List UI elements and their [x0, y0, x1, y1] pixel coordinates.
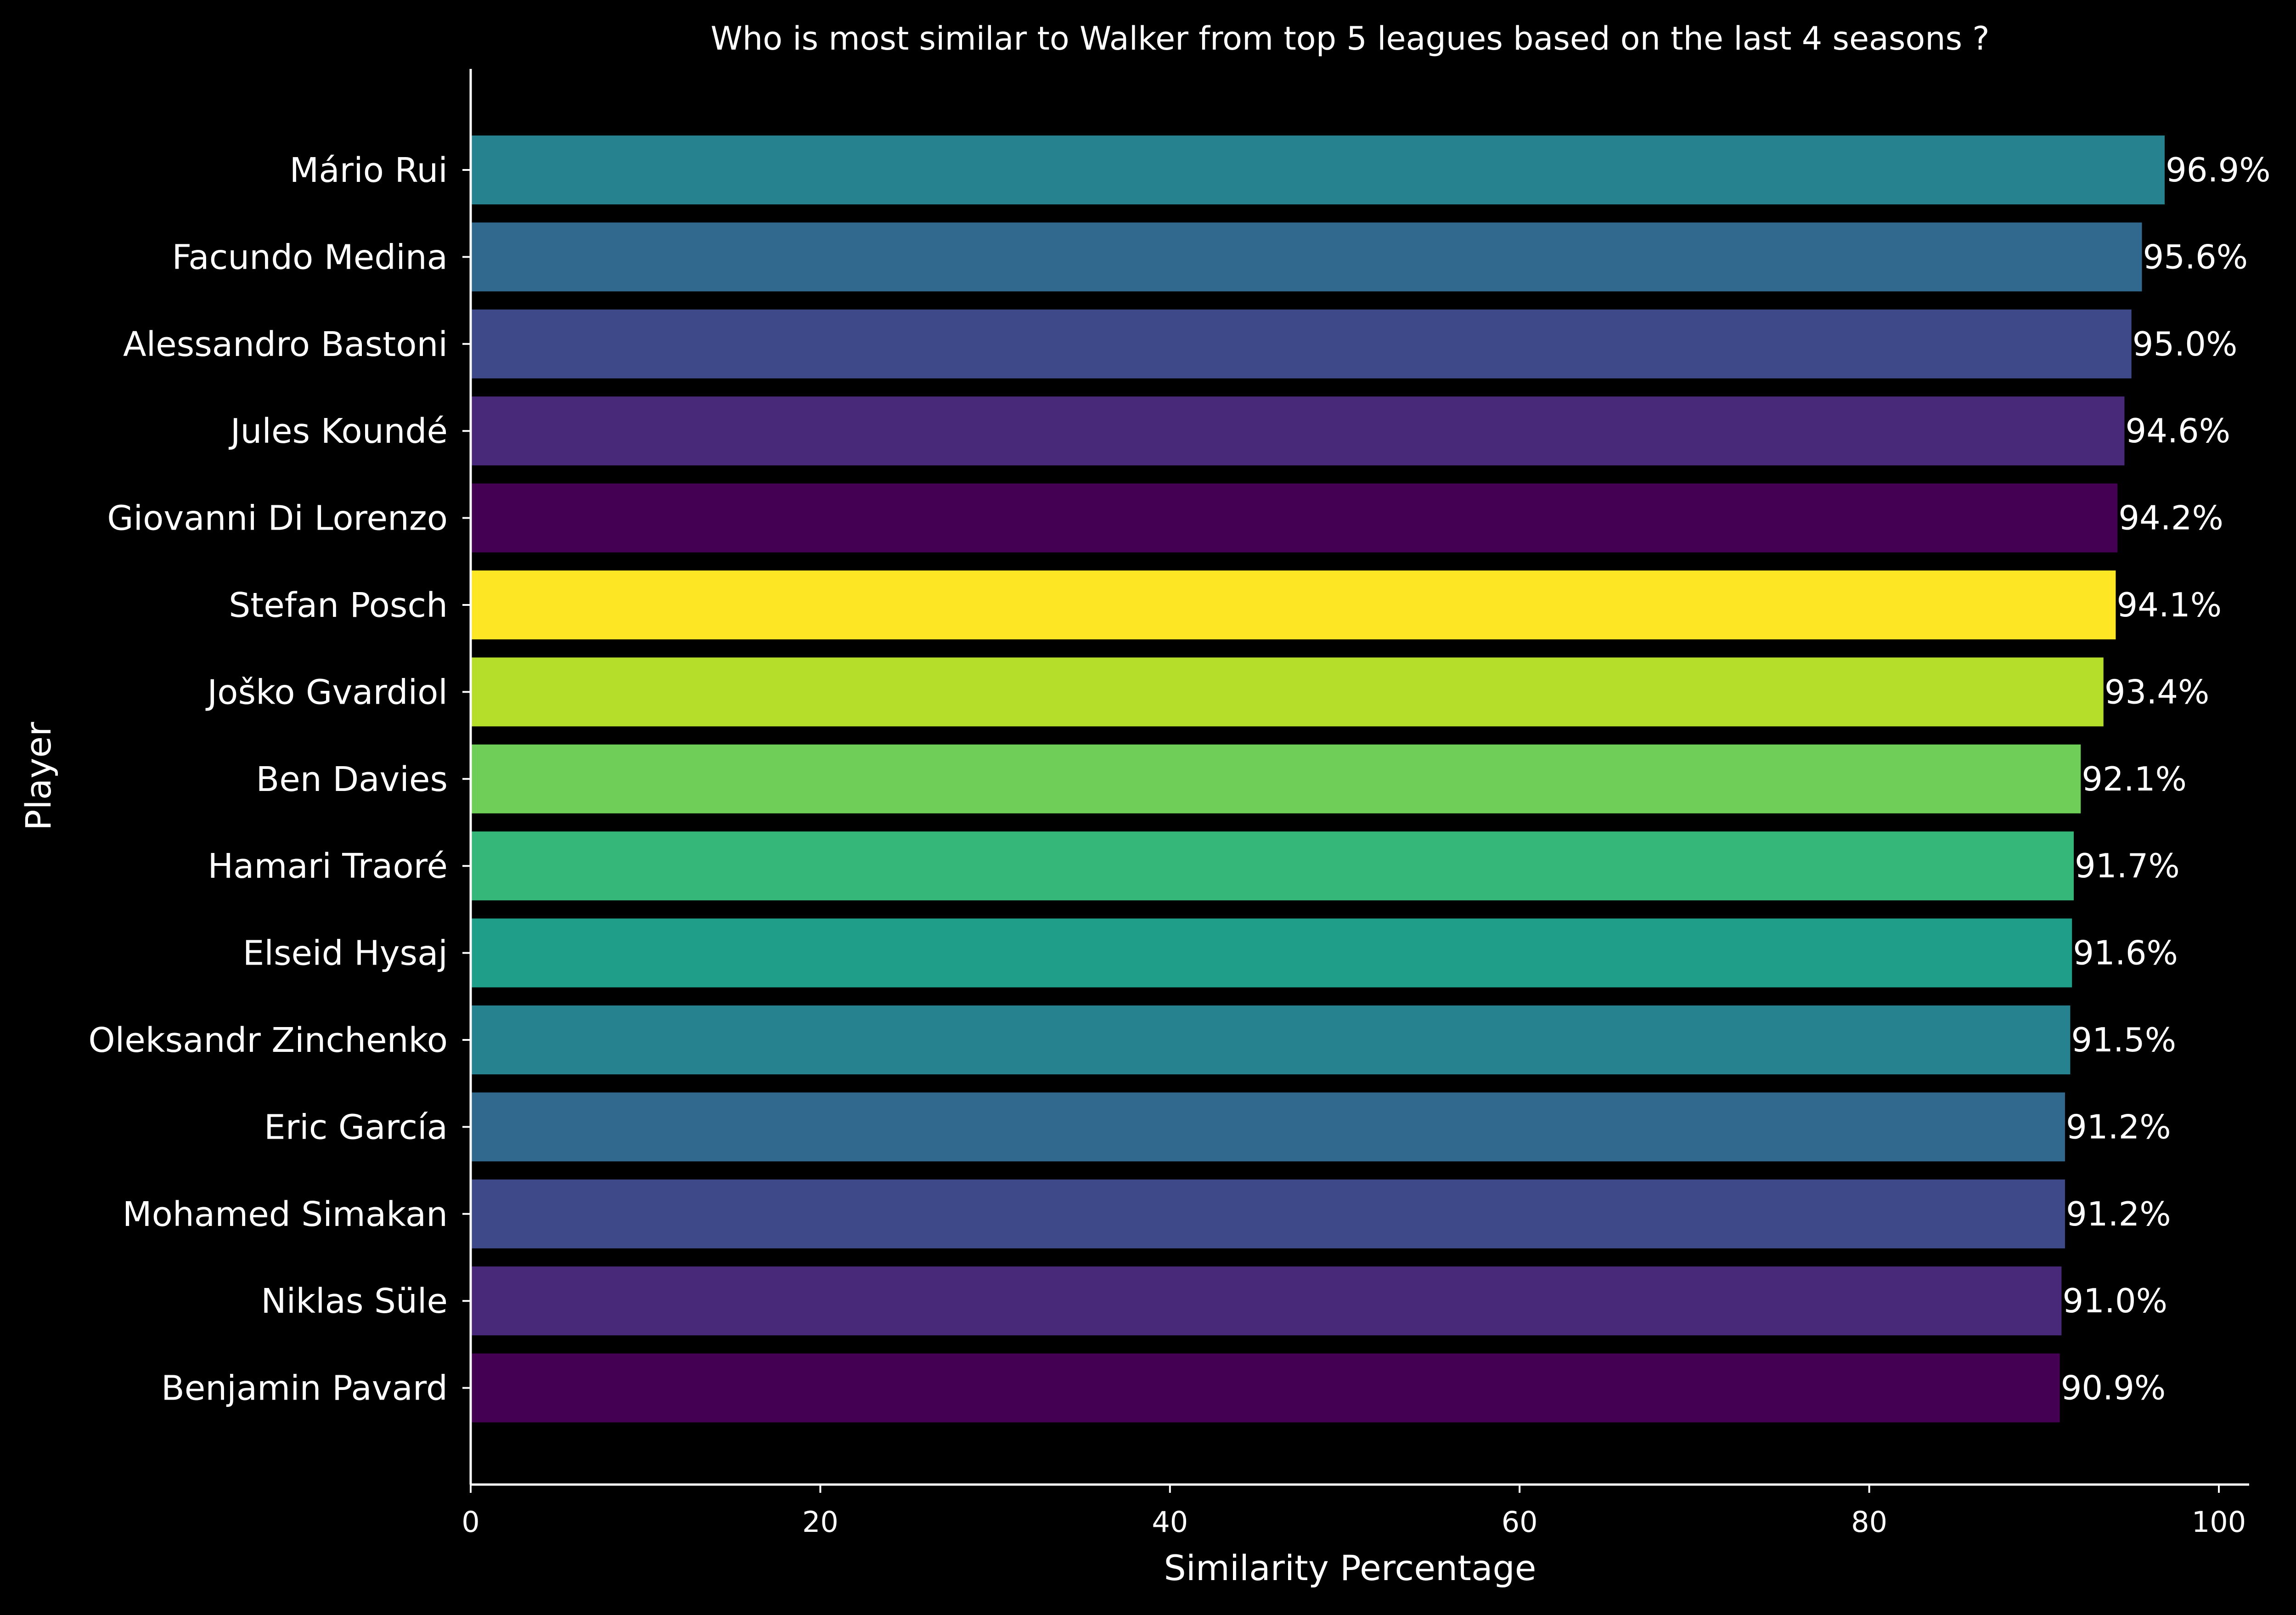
data-label: 96.9%: [2166, 151, 2271, 189]
data-labels-group: 96.9% 95.6% 95.0% 94.6% 94.2% 94.1% 93.4% 92.1%…: [2061, 151, 2271, 1407]
category-label: Joško Gvardiol: [205, 672, 448, 712]
bar: [471, 136, 2165, 204]
data-label: 94.2%: [2118, 499, 2223, 537]
x-ticks-group: 0 20 40 60 80 100: [461, 1485, 2246, 1539]
chart-title: Who is most similar to Walker from top 5…: [711, 20, 1990, 57]
data-label: 91.0%: [2062, 1282, 2167, 1320]
data-label: 91.6%: [2073, 934, 2178, 972]
bar: [471, 222, 2142, 292]
bar: [471, 1092, 2065, 1162]
data-label: 91.7%: [2075, 847, 2180, 885]
data-label: 94.1%: [2116, 586, 2222, 624]
bar: [471, 831, 2074, 901]
bars-group: [471, 136, 2165, 1423]
category-label: Niklas Süle: [261, 1282, 448, 1321]
bar: [471, 918, 2072, 988]
x-tick-label: 60: [1502, 1505, 1538, 1539]
bar: [471, 396, 2125, 466]
bar: [471, 1353, 2060, 1423]
bar: [471, 1179, 2065, 1248]
x-tick-label: 20: [802, 1505, 838, 1539]
category-label: Eric García: [264, 1107, 448, 1147]
data-label: 91.2%: [2066, 1195, 2171, 1233]
category-label: Mohamed Simakan: [123, 1195, 448, 1234]
bar: [471, 1005, 2071, 1074]
x-tick-label: 100: [2192, 1505, 2246, 1539]
y-axis-title: Player: [18, 722, 59, 830]
category-label: Mário Rui: [289, 151, 448, 190]
x-tick-label: 80: [1851, 1505, 1887, 1539]
category-label: Facundo Medina: [172, 237, 448, 277]
category-labels-group: Mário Rui Facundo Medina Alessandro Baston…: [88, 151, 471, 1408]
category-label: Giovanni Di Lorenzo: [107, 499, 448, 538]
data-label: 92.1%: [2082, 760, 2187, 798]
data-label: 95.6%: [2143, 237, 2248, 276]
data-label: 90.9%: [2061, 1369, 2166, 1407]
category-label: Jules Koundé: [229, 412, 448, 451]
category-label: Stefan Posch: [229, 586, 448, 625]
bar: [471, 744, 2081, 813]
category-label: Alessandro Bastoni: [123, 325, 448, 364]
bar: [471, 657, 2104, 727]
x-tick-label: 0: [461, 1505, 479, 1539]
data-label: 95.0%: [2133, 325, 2238, 363]
x-tick-label: 40: [1152, 1505, 1188, 1539]
bar: [471, 570, 2116, 639]
x-axis-title: Similarity Percentage: [1164, 1547, 1536, 1588]
bar: [471, 309, 2132, 378]
data-label: 94.6%: [2125, 412, 2230, 450]
bar: [471, 483, 2118, 553]
category-label: Elseid Hysaj: [243, 934, 448, 973]
bar: [471, 1266, 2062, 1336]
category-label: Oleksandr Zinchenko: [88, 1021, 448, 1060]
data-label: 91.5%: [2071, 1021, 2176, 1059]
category-label: Ben Davies: [256, 760, 448, 799]
data-label: 91.2%: [2066, 1107, 2171, 1146]
category-label: Benjamin Pavard: [161, 1369, 448, 1408]
category-label: Hamari Traoré: [208, 847, 448, 886]
data-label: 93.4%: [2105, 672, 2210, 711]
